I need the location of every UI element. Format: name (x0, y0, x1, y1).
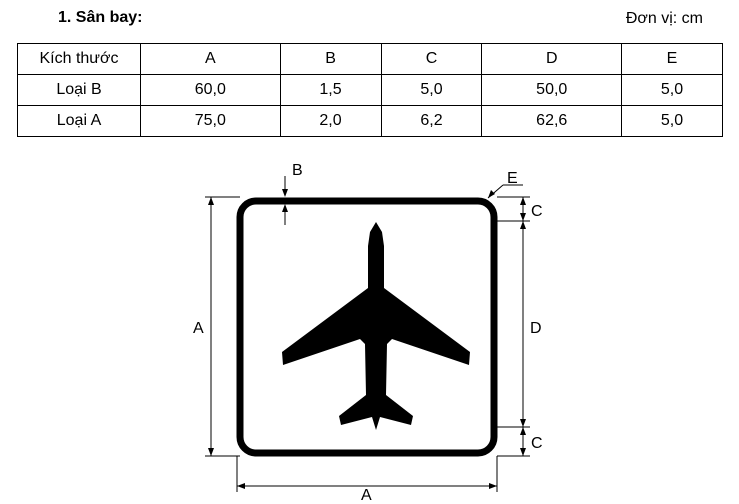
label-b: B (292, 162, 303, 179)
dimension-right-extensions (497, 196, 530, 457)
dimension-a-vertical (205, 196, 240, 457)
section-title: 1. Sân bay: (58, 9, 143, 26)
table-cell: 50,0 (481, 74, 623, 106)
label-a-bottom: A (361, 487, 372, 504)
table-cell: 5,0 (621, 74, 723, 106)
column-header-d: D (481, 43, 623, 75)
row-label: Loại A (17, 105, 141, 137)
label-c-bottom: C (531, 435, 543, 452)
table-header-row: Kích thước A B C D E (17, 43, 723, 75)
table-cell: 5,0 (621, 105, 723, 137)
label-d: D (530, 320, 542, 337)
label-e: E (507, 170, 518, 187)
sign-border (236, 197, 498, 457)
dimension-e-leader (487, 184, 523, 199)
table-cell: 2,0 (279, 105, 382, 137)
table-cell: 75,0 (140, 105, 281, 137)
table-row: Loại A 75,0 2,0 6,2 62,6 5,0 (17, 105, 723, 137)
unit-label: Đơn vị: cm (625, 10, 703, 27)
table-cell: 6,2 (380, 105, 483, 137)
table-row: Loại B 60,0 1,5 5,0 50,0 5,0 (17, 74, 723, 106)
label-c-top: C (531, 203, 543, 220)
table-cell: 5,0 (380, 74, 483, 106)
column-header-c: C (380, 43, 483, 75)
label-a-left: A (193, 320, 204, 337)
airplane-icon (282, 222, 470, 430)
table-cell: 62,6 (481, 105, 623, 137)
table-header-label: Kích thước (17, 43, 141, 75)
dimensions-table: Kích thước A B C D E Loại B 60,0 1,5 5,0… (17, 43, 723, 137)
table-cell: 1,5 (279, 74, 382, 106)
